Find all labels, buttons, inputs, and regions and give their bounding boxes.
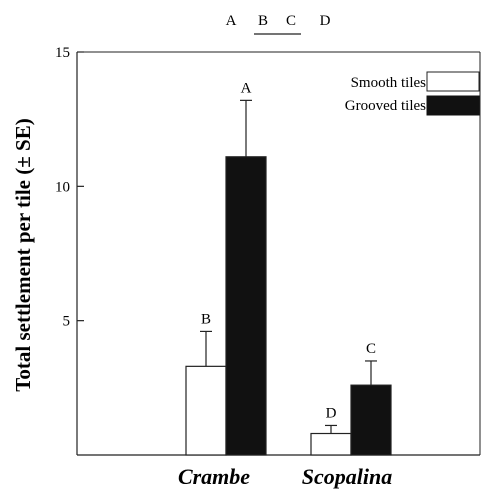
bar-significance-letter: B xyxy=(201,311,211,327)
legend-label-smooth: Smooth tiles xyxy=(351,75,427,91)
x-tick-label-scopalina: Scopalina xyxy=(302,464,392,489)
bar-smooth-crambe xyxy=(185,365,227,456)
sig-letter-b: B xyxy=(258,13,268,29)
x-tick-labels: Crambe Scopalina xyxy=(178,464,392,489)
sig-letter-a: A xyxy=(226,13,237,29)
bar-significance-letter: A xyxy=(241,80,252,96)
y-ticks: 5 10 15 xyxy=(55,45,84,330)
y-axis-label: Total settlement per tile (± SE) xyxy=(11,118,35,391)
bars: B A D C xyxy=(185,80,392,456)
x-tick-label-crambe: Crambe xyxy=(178,464,250,489)
plot-area xyxy=(76,51,481,456)
legend-swatch-smooth xyxy=(426,71,480,92)
y-tick-label: 15 xyxy=(55,45,70,61)
legend: Smooth tiles Grooved tiles xyxy=(345,71,480,116)
sig-letter-c: C xyxy=(286,13,296,29)
legend-swatch-grooved xyxy=(426,95,480,116)
bar-significance-letter: D xyxy=(326,405,337,421)
y-tick-label: 5 xyxy=(63,314,71,330)
bar-significance-letter: C xyxy=(366,341,376,357)
y-tick-label: 10 xyxy=(55,179,70,195)
bar-grooved-scopalina xyxy=(350,384,392,456)
bar-grooved-crambe xyxy=(225,156,267,456)
bar-smooth-scopalina xyxy=(310,432,352,456)
significance-key: A B C D xyxy=(226,13,331,35)
legend-label-grooved: Grooved tiles xyxy=(345,98,426,114)
sig-letter-d: D xyxy=(320,13,331,29)
